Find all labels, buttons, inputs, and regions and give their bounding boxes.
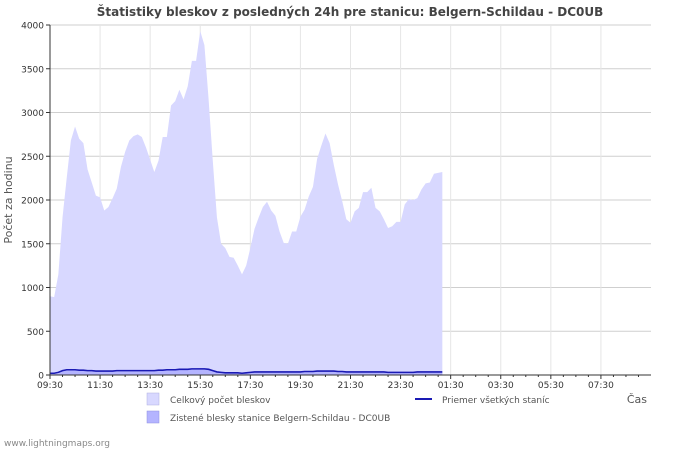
x-tick-label: 09:30 — [37, 381, 63, 391]
x-tick-label: 19:30 — [287, 381, 313, 391]
y-tick-label: 1500 — [21, 240, 44, 250]
x-tick-label: 01:30 — [438, 381, 464, 391]
x-tick-label: 17:30 — [237, 381, 263, 391]
y-tick-label: 500 — [27, 328, 44, 338]
x-tick-label: 07:30 — [588, 381, 614, 391]
y-tick-label: 2000 — [21, 197, 44, 207]
x-axis-ticks: 09:30 11:30 13:30 15:30 17:30 19:30 21:30 23:30… — [37, 375, 639, 391]
y-tick-label: 2500 — [21, 153, 44, 163]
x-tick-label: 11:30 — [87, 381, 113, 391]
x-tick-label: 15:30 — [187, 381, 213, 391]
y-tick-label: 0 — [38, 372, 44, 382]
legend-label-total: Celkový počet bleskov — [170, 395, 271, 406]
legend-label-average: Priemer všetkých staníc — [442, 395, 550, 406]
y-axis-label: Počet za hodinu — [2, 156, 15, 243]
legend-label-station: Zistené blesky stanice Belgern-Schildau … — [170, 413, 390, 424]
x-tick-label: 23:30 — [388, 381, 414, 391]
y-tick-label: 4000 — [21, 22, 44, 32]
legend-swatch-total — [146, 392, 160, 406]
series-total-strikes-area — [50, 31, 443, 375]
x-tick-label: 13:30 — [137, 381, 163, 391]
y-tick-label: 3500 — [21, 65, 44, 75]
legend: Celkový počet bleskov Zistené blesky sta… — [146, 392, 550, 424]
chart-title: Štatistiky bleskov z posledných 24h pre … — [97, 4, 604, 19]
x-tick-label: 05:30 — [538, 381, 564, 391]
legend-swatch-station — [146, 410, 160, 424]
series-layer — [50, 31, 443, 375]
x-axis-label: Čas — [627, 393, 647, 406]
y-tick-label: 3000 — [21, 109, 44, 119]
y-axis-ticks: 0 500 1000 1500 2000 2500 3000 3500 4000 — [21, 22, 50, 382]
source-credit: www.lightningmaps.org — [4, 439, 110, 449]
x-tick-label: 21:30 — [338, 381, 364, 391]
x-tick-label: 03:30 — [488, 381, 514, 391]
series-station-strikes-area — [50, 368, 443, 375]
series-station-average-line — [50, 368, 443, 375]
y-tick-label: 1000 — [21, 284, 44, 294]
